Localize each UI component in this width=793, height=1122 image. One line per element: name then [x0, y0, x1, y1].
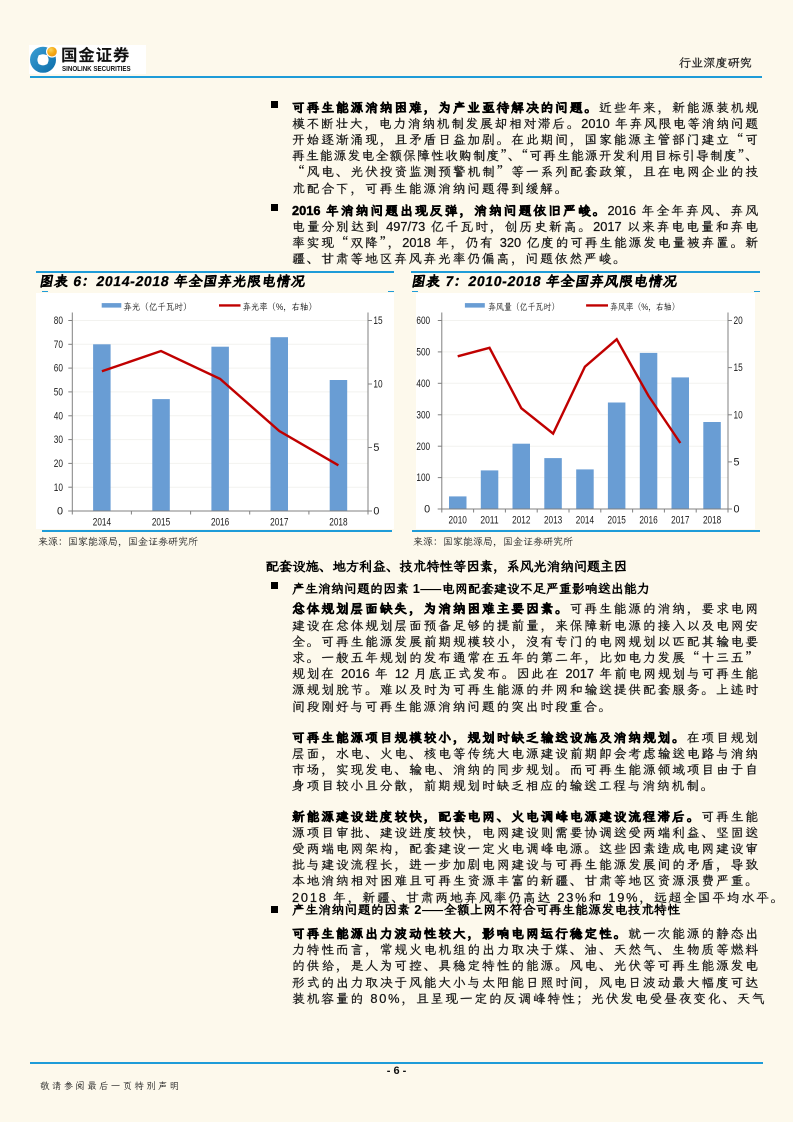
svg-text:2018: 2018: [329, 516, 347, 528]
svg-text:400: 400: [416, 377, 430, 389]
svg-text:弃光（亿千瓦时）: 弃光（亿千瓦时）: [123, 299, 191, 313]
svg-text:50: 50: [54, 386, 63, 398]
svg-text:0: 0: [734, 503, 740, 515]
svg-text:2016: 2016: [211, 516, 229, 528]
svg-text:10: 10: [54, 481, 63, 493]
svg-text:60: 60: [54, 362, 63, 374]
svg-text:20: 20: [734, 315, 743, 327]
svg-text:弃光率（%，右轴）: 弃光率（%，右轴）: [243, 299, 317, 313]
svg-text:2012: 2012: [512, 514, 530, 526]
svg-text:2017: 2017: [270, 516, 288, 528]
svg-text:2013: 2013: [544, 514, 562, 526]
svg-text:弃风率（%，右轴）: 弃风率（%，右轴）: [610, 299, 680, 313]
svg-text:15: 15: [373, 315, 382, 327]
svg-text:40: 40: [54, 410, 63, 422]
svg-text:300: 300: [416, 409, 430, 421]
svg-text:600: 600: [416, 315, 430, 327]
svg-text:2018: 2018: [703, 514, 721, 526]
svg-text:15: 15: [734, 362, 743, 374]
svg-text:200: 200: [416, 440, 430, 452]
svg-text:80: 80: [54, 315, 63, 327]
svg-text:2014: 2014: [576, 514, 594, 526]
svg-text:2017: 2017: [671, 514, 689, 526]
svg-text:2015: 2015: [608, 514, 626, 526]
svg-text:5: 5: [734, 456, 740, 468]
svg-text:70: 70: [54, 338, 63, 350]
svg-text:2016: 2016: [639, 514, 657, 526]
svg-text:2010: 2010: [449, 514, 467, 526]
svg-text:20: 20: [54, 458, 63, 470]
svg-text:5: 5: [373, 442, 379, 454]
svg-text:2015: 2015: [152, 516, 170, 528]
svg-text:2014: 2014: [93, 516, 111, 528]
svg-text:500: 500: [416, 346, 430, 358]
svg-text:0: 0: [57, 505, 63, 517]
svg-text:30: 30: [54, 434, 63, 446]
svg-text:10: 10: [734, 409, 743, 421]
svg-text:10: 10: [373, 378, 382, 390]
svg-text:0: 0: [424, 503, 430, 515]
svg-text:100: 100: [416, 472, 430, 484]
svg-text:弃风量（亿千瓦时）: 弃风量（亿千瓦时）: [488, 299, 559, 313]
svg-text:0: 0: [373, 505, 379, 517]
svg-text:2011: 2011: [480, 514, 498, 526]
